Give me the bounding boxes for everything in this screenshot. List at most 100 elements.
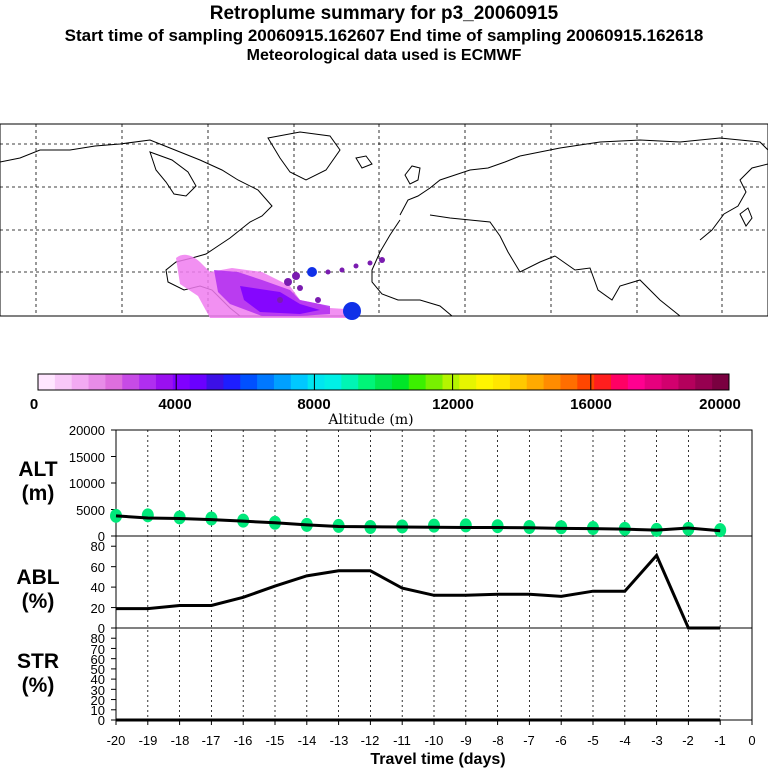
map-graticule (0, 124, 768, 316)
colorbar-segment (273, 374, 292, 390)
x-tick-label: -11 (393, 733, 411, 748)
altitude-colorbar (37, 373, 730, 391)
str-y-tick: 50 (91, 662, 105, 677)
colorbar-tick: 16000 (570, 396, 612, 413)
colorbar-segment (358, 374, 376, 390)
colorbar-segment (257, 374, 275, 390)
colorbar-segment (105, 374, 123, 390)
colorbar-segment (324, 374, 342, 390)
colorbar-tick: 4000 (158, 396, 191, 413)
map-frame (0, 123, 768, 317)
colorbar-segment (644, 374, 663, 390)
x-tick-label: -17 (202, 733, 221, 748)
str-y-tick: 40 (91, 672, 105, 687)
x-tick-label: -16 (234, 733, 253, 748)
colorbar-tick: 12000 (432, 396, 474, 413)
met-data-note: Meteorological data used is ECMWF (246, 47, 522, 64)
colorbar-tick: 8000 (297, 396, 330, 413)
x-tick-label: -4 (619, 733, 631, 748)
abl-y-tick-labels: 0 20 40 60 80 (91, 539, 105, 636)
str-y-tick: 30 (91, 683, 105, 698)
colorbar-segment (71, 374, 90, 390)
colorbar-segment (290, 374, 309, 390)
alt-y-tick-labels: 0 5000 10000 15000 20000 (69, 423, 105, 544)
colorbar-segment (425, 374, 443, 390)
colorbar-segment (661, 374, 679, 390)
retroplume-trajectory (176, 254, 385, 320)
x-tick-label: -3 (651, 733, 663, 748)
colorbar-segment (509, 374, 528, 390)
colorbar-segment (459, 374, 477, 390)
colorbar-segment (476, 374, 494, 390)
x-tick-label: -13 (330, 733, 349, 748)
alt-panel-label: ALT (18, 458, 57, 481)
colorbar-tick-labels: 0 4000 8000 12000 16000 20000 (30, 396, 741, 413)
x-tick-label: 0 (748, 733, 755, 748)
x-tick-labels: -20 -19 -18 -17 -16 -15 -14 -13 -12 -11 … (107, 733, 756, 748)
colorbar-segment (54, 374, 73, 390)
alt-spread-marker (428, 518, 440, 533)
x-tick-label: -6 (555, 733, 567, 748)
colorbar-segment (493, 374, 511, 390)
str-y-tick: 10 (91, 703, 105, 718)
alt-spread-marker (141, 508, 154, 523)
colorbar-tick: 0 (30, 396, 38, 413)
sampling-times: Start time of sampling 20060915.162607 E… (64, 26, 704, 45)
alt-y-tick: 5000 (76, 503, 105, 518)
alt-y-tick: 15000 (69, 450, 105, 465)
x-tick-label: -5 (587, 733, 599, 748)
x-tick-label: -12 (361, 733, 380, 748)
x-tick-label: -15 (266, 733, 285, 748)
x-tick-label: -20 (107, 733, 126, 748)
colorbar-segment (695, 374, 713, 390)
data-series (110, 508, 727, 722)
abl-y-tick: 20 (91, 601, 105, 616)
str-y-tick: 0 (98, 713, 105, 728)
str-y-tick: 80 (91, 631, 105, 646)
colorbar-label: Altitude (m) (327, 412, 413, 428)
x-tick-label: -9 (460, 733, 472, 748)
colorbar-segment (678, 374, 696, 390)
colorbar-outline (37, 373, 730, 391)
alt-panel-unit: (m) (22, 482, 55, 505)
colorbar-segment (307, 374, 326, 390)
chart-title: Retroplume summary for p3_20060915 (209, 3, 559, 24)
vertical-gridlines (147, 430, 721, 720)
colorbar-segment (627, 374, 646, 390)
x-tick-label: -8 (492, 733, 504, 748)
plume-point-atlantic (343, 302, 361, 320)
x-tick-label: -7 (523, 733, 535, 748)
colorbar-segment (240, 374, 258, 390)
colorbar-segment (38, 374, 56, 390)
str-y-tick: 60 (91, 652, 105, 667)
x-tick-label: -1 (714, 733, 726, 748)
retroplume-map (0, 123, 768, 320)
abl-y-tick: 40 (91, 580, 105, 595)
colorbar-segment (139, 374, 157, 390)
series-line-1 (116, 552, 721, 630)
colorbar-segment (594, 374, 612, 390)
plume-release-point (307, 267, 317, 277)
colorbar-segment (442, 374, 460, 390)
colorbar-segment (172, 374, 191, 390)
coastlines (0, 131, 768, 317)
abl-panel-label: ABL (16, 566, 59, 589)
alt-y-tick: 20000 (69, 423, 105, 438)
x-tick-label: -19 (139, 733, 158, 748)
alt-spread-marker (459, 518, 472, 533)
abl-y-tick: 60 (91, 560, 105, 575)
colorbar-tick: 20000 (699, 396, 741, 413)
str-panel-unit: (%) (22, 674, 55, 697)
x-tick-label: -18 (171, 733, 190, 748)
abl-y-tick: 80 (91, 539, 105, 554)
x-tick-label: -10 (425, 733, 444, 748)
colorbar-segment (341, 374, 359, 390)
str-y-tick: 70 (91, 642, 105, 657)
colorbar-segment (391, 374, 410, 390)
str-panel-label: STR (17, 650, 59, 673)
colorbar-segment (223, 374, 241, 390)
x-tick-label: -14 (298, 733, 317, 748)
colorbar-segment (543, 374, 561, 390)
series-line-0 (115, 514, 721, 533)
